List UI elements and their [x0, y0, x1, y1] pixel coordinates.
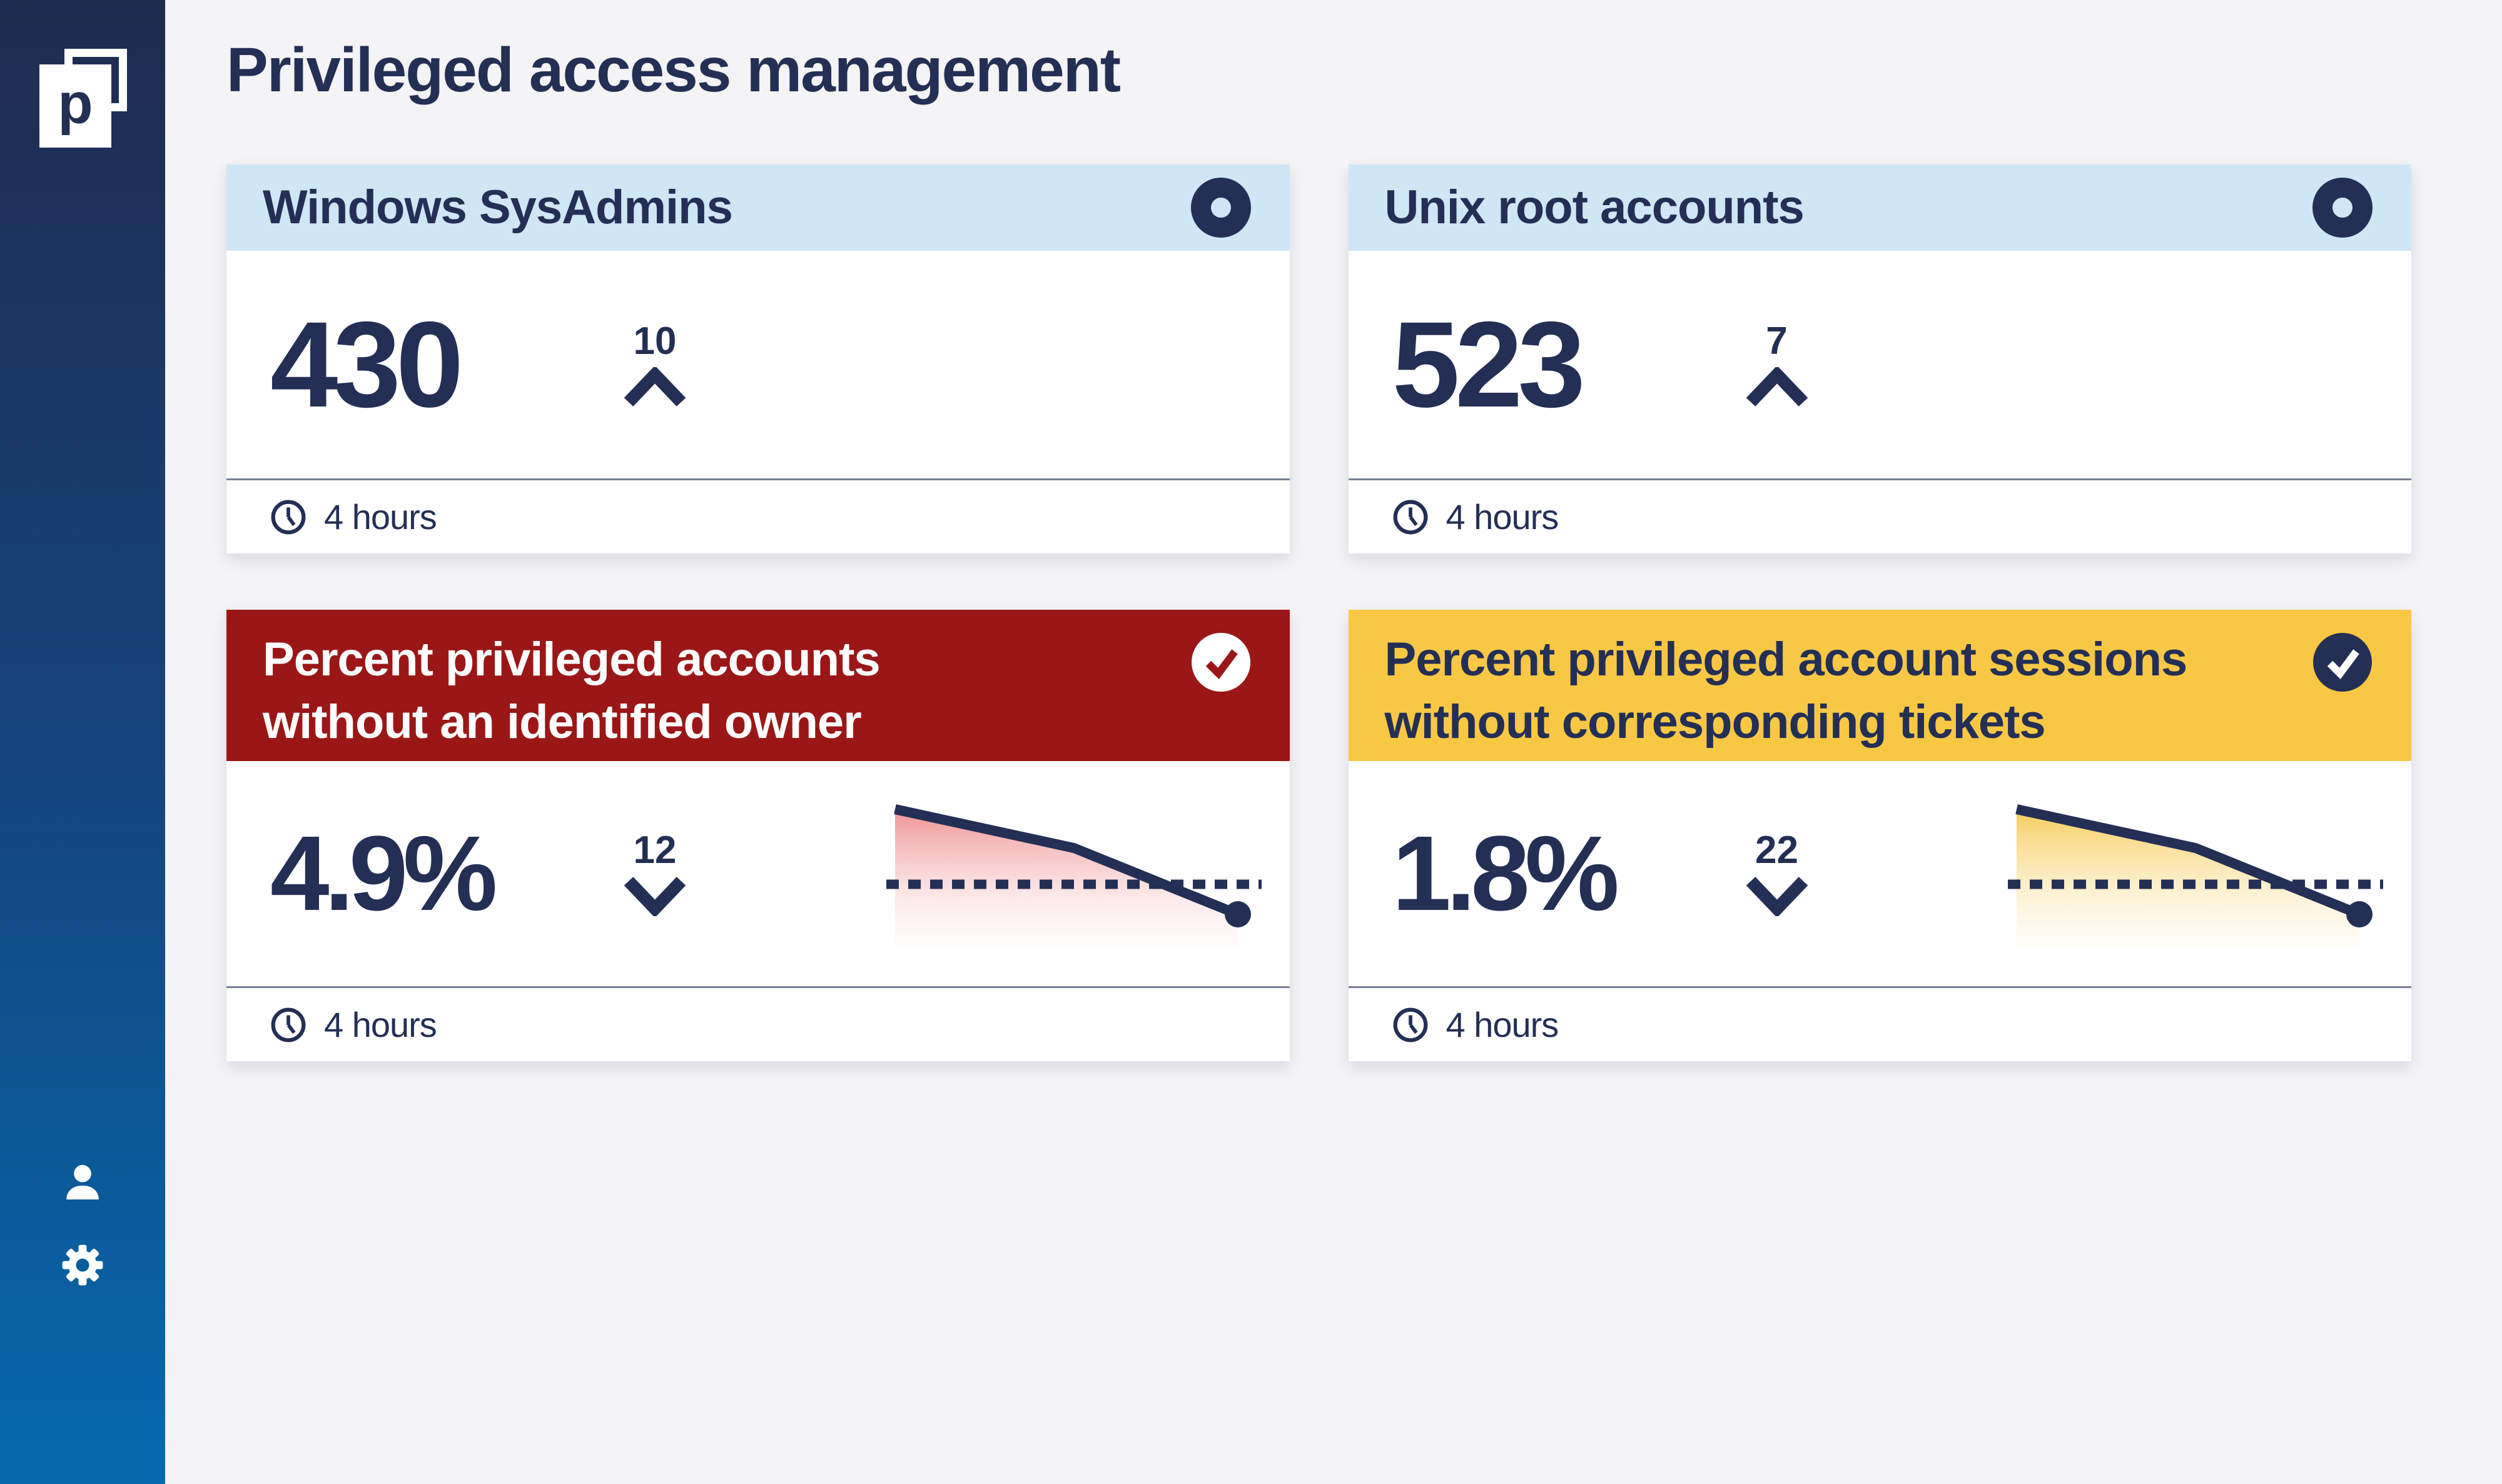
card-percent-accounts-without-owner[interactable]: Percent privileged accounts without an i… [226, 610, 1290, 1061]
card-percent-sessions-without-tickets[interactable]: Percent privileged account sessions with… [1348, 610, 2412, 1061]
card-footer: 4 hours [226, 478, 1290, 553]
sparkline-chart [886, 804, 1262, 947]
sparkline-endpoint-dot [2346, 901, 2373, 927]
refresh-interval-label: 4 hours [1446, 1005, 1559, 1044]
donut-status-icon[interactable] [2312, 178, 2373, 238]
card-footer: 4 hours [1348, 478, 2411, 553]
card-body: 1.8% 22 [1349, 761, 2412, 986]
card-footer: 4 hours [226, 986, 1290, 1061]
card-title: Unix root accounts [1384, 180, 1805, 234]
clock-icon [1393, 1007, 1427, 1042]
metric-value: 430 [270, 296, 463, 433]
main-content: Privileged access management Windows Sys… [165, 0, 2502, 1484]
trend-indicator: 12 [620, 831, 689, 916]
person-icon [66, 1164, 99, 1199]
card-footer: 4 hours [1348, 986, 2411, 1061]
card-unix-root-accounts[interactable]: Unix root accounts 523 7 [1348, 164, 2412, 553]
trend-value: 22 [1755, 829, 1798, 872]
logo-front-square: p [39, 64, 111, 148]
card-body: 4.9% 12 [226, 761, 1290, 986]
card-title-line2: without corresponding tickets [1384, 695, 2046, 749]
card-header: Percent privileged account sessions with… [1348, 610, 2411, 761]
refresh-interval-label: 4 hours [324, 1005, 437, 1044]
check-status-icon[interactable] [1191, 632, 1251, 692]
card-title: Percent privileged accounts without an i… [263, 628, 881, 754]
sidebar-bottom-nav [0, 1159, 165, 1288]
card-body: 523 7 [1349, 251, 2412, 478]
card-header: Unix root accounts [1348, 164, 2411, 251]
clock-icon [1393, 500, 1427, 534]
refresh-interval-label: 4 hours [324, 497, 437, 537]
trend-value: 12 [633, 829, 677, 872]
logo-letter: p [58, 71, 93, 136]
check-status-icon[interactable] [2312, 632, 2373, 692]
trend-down-icon [624, 877, 686, 916]
metric-value: 523 [1392, 296, 1586, 433]
user-button[interactable] [59, 1159, 106, 1206]
card-title: Percent privileged account sessions with… [1384, 628, 2188, 754]
gear-icon [59, 1242, 106, 1288]
metric-value: 4.9% [270, 814, 497, 933]
card-title-line2: without an identified owner [263, 695, 862, 749]
trend-indicator: 22 [1743, 831, 1811, 916]
clock-icon [271, 1007, 306, 1042]
trend-down-icon [1746, 877, 1808, 916]
sparkline-area [2017, 809, 2359, 947]
card-title-line1: Percent privileged account sessions [1384, 633, 2188, 686]
sidebar: p [0, 0, 165, 1484]
card-title-line1: Percent privileged accounts [263, 633, 881, 686]
sparkline-line [893, 804, 1240, 919]
sparkline-line [2015, 804, 2362, 919]
sparkline-endpoint-dot [1224, 901, 1251, 927]
page-title: Privileged access management [226, 35, 1121, 105]
sparkline-area [894, 809, 1238, 947]
metric-value: 1.8% [1392, 814, 1619, 933]
app-logo[interactable]: p [39, 49, 127, 148]
trend-value: 10 [633, 320, 677, 363]
card-windows-sysadmins[interactable]: Windows SysAdmins 430 10 [226, 164, 1290, 553]
donut-status-icon[interactable] [1190, 178, 1251, 238]
trend-value: 7 [1766, 320, 1788, 363]
card-header: Windows SysAdmins [226, 164, 1290, 251]
refresh-interval-label: 4 hours [1446, 497, 1559, 537]
settings-button[interactable] [59, 1242, 106, 1288]
card-header: Percent privileged accounts without an i… [226, 610, 1290, 761]
clock-icon [271, 500, 306, 534]
trend-up-icon [624, 367, 686, 406]
card-title: Windows SysAdmins [263, 180, 733, 234]
sparkline-chart [2008, 804, 2383, 947]
trend-up-icon [1746, 367, 1808, 406]
card-grid: Windows SysAdmins 430 10 [226, 164, 2411, 1061]
card-body: 430 10 [226, 251, 1290, 478]
trend-indicator: 10 [620, 322, 689, 407]
trend-indicator: 7 [1743, 322, 1811, 407]
